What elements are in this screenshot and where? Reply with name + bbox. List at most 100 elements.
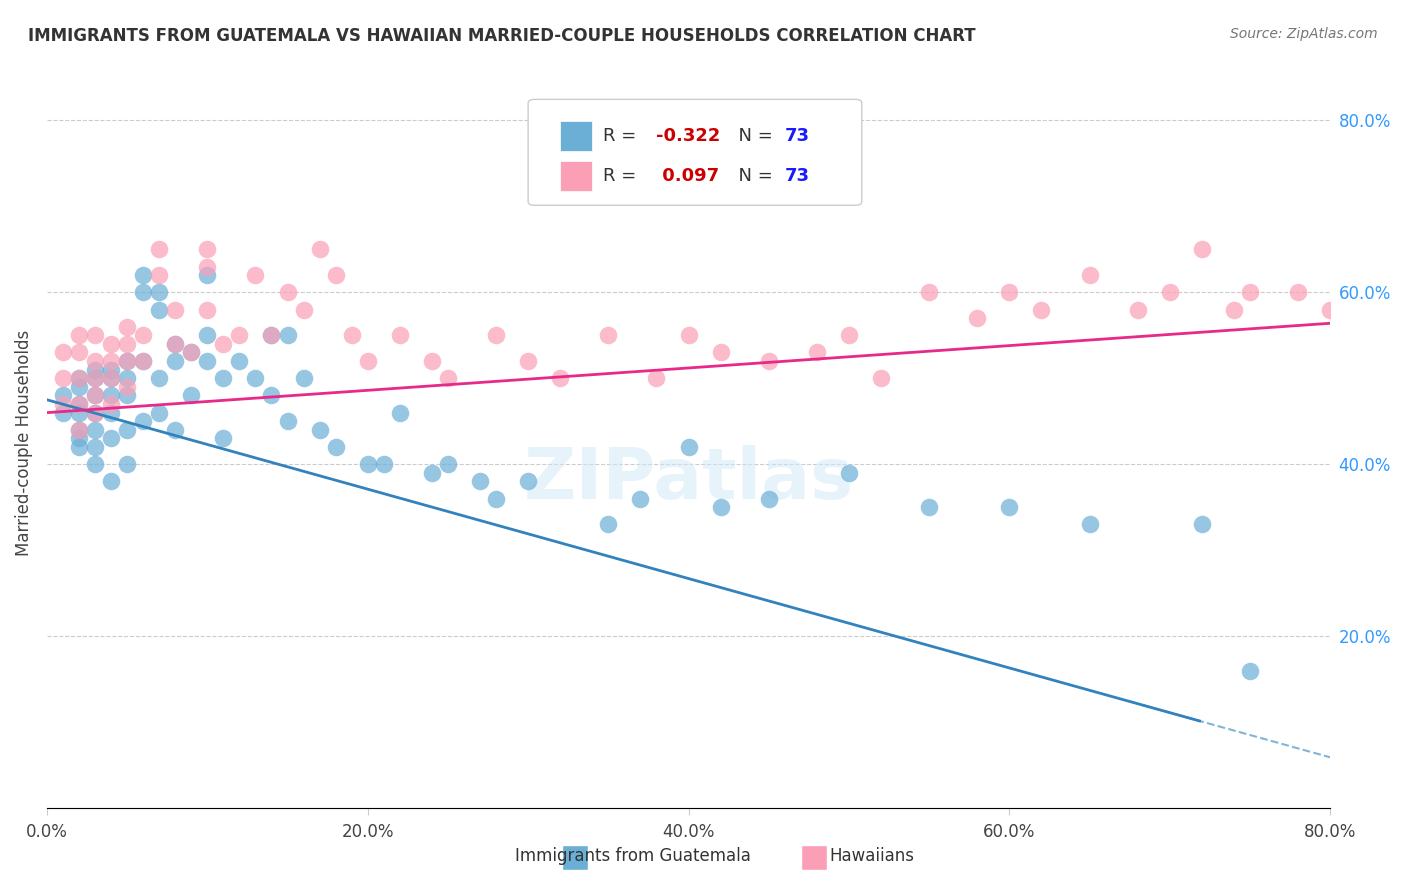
Point [918, 285, 941, 300]
Point [115, 423, 138, 437]
Point [420, 354, 443, 368]
Point [212, 337, 235, 351]
Point [148, 302, 170, 317]
Point [245, 268, 267, 282]
Point [52, 345, 75, 359]
Y-axis label: Married-couple Households: Married-couple Households [15, 330, 32, 556]
Text: Source: ZipAtlas.com: Source: ZipAtlas.com [1230, 27, 1378, 41]
Point [100, 354, 122, 368]
Point [758, 491, 780, 506]
Point [115, 354, 138, 368]
Point [67, 397, 90, 411]
Point [1351, 96, 1374, 111]
Point [132, 285, 155, 300]
Point [998, 285, 1021, 300]
Point [52, 371, 75, 385]
Point [67, 371, 90, 385]
Text: ZIPatlas: ZIPatlas [523, 445, 853, 514]
Point [228, 354, 250, 368]
Point [1159, 285, 1181, 300]
Point [308, 243, 330, 257]
Point [165, 302, 187, 317]
Point [838, 466, 860, 480]
Point [100, 371, 122, 385]
FancyBboxPatch shape [560, 121, 592, 151]
Point [132, 268, 155, 282]
Point [132, 354, 155, 368]
Point [357, 354, 380, 368]
Point [838, 328, 860, 343]
Point [998, 500, 1021, 515]
Point [485, 491, 508, 506]
Point [67, 397, 90, 411]
Point [276, 285, 298, 300]
Point [437, 457, 460, 471]
Point [517, 475, 540, 489]
Point [918, 500, 941, 515]
Point [1126, 302, 1149, 317]
Point [228, 328, 250, 343]
Point [308, 423, 330, 437]
Point [148, 371, 170, 385]
Point [84, 362, 107, 376]
Point [115, 337, 138, 351]
Point [100, 432, 122, 446]
Text: R =: R = [603, 127, 641, 145]
Point [517, 354, 540, 368]
Point [420, 466, 443, 480]
Point [1399, 285, 1406, 300]
Point [132, 328, 155, 343]
Point [52, 406, 75, 420]
Point [67, 440, 90, 454]
Point [645, 371, 668, 385]
Point [468, 475, 491, 489]
Text: 73: 73 [785, 167, 810, 185]
Point [84, 371, 107, 385]
Point [195, 302, 218, 317]
Point [260, 328, 283, 343]
Point [52, 397, 75, 411]
Point [598, 517, 620, 532]
Point [115, 371, 138, 385]
Point [870, 371, 893, 385]
Point [115, 380, 138, 394]
Point [115, 388, 138, 402]
Text: -0.322: -0.322 [657, 127, 721, 145]
Point [115, 354, 138, 368]
Point [84, 406, 107, 420]
Point [195, 328, 218, 343]
Text: Immigrants from Guatemala: Immigrants from Guatemala [515, 847, 751, 865]
Point [1223, 302, 1246, 317]
Point [67, 371, 90, 385]
Point [628, 491, 651, 506]
Point [195, 354, 218, 368]
Point [148, 268, 170, 282]
Point [180, 345, 202, 359]
Point [1031, 302, 1053, 317]
Point [115, 319, 138, 334]
Point [388, 406, 411, 420]
Point [276, 414, 298, 428]
Text: Hawaiians: Hawaiians [830, 847, 914, 865]
Point [340, 328, 363, 343]
Point [67, 345, 90, 359]
Point [678, 440, 700, 454]
Point [132, 414, 155, 428]
Point [84, 388, 107, 402]
Point [325, 268, 347, 282]
Point [67, 423, 90, 437]
Point [148, 285, 170, 300]
Text: N =: N = [727, 127, 779, 145]
FancyBboxPatch shape [560, 161, 592, 191]
Point [357, 457, 380, 471]
FancyBboxPatch shape [562, 845, 588, 870]
Point [276, 328, 298, 343]
Point [84, 388, 107, 402]
Point [165, 337, 187, 351]
Point [195, 243, 218, 257]
Point [678, 328, 700, 343]
Text: 73: 73 [785, 127, 810, 145]
Point [260, 328, 283, 343]
Point [1191, 517, 1213, 532]
Point [84, 354, 107, 368]
